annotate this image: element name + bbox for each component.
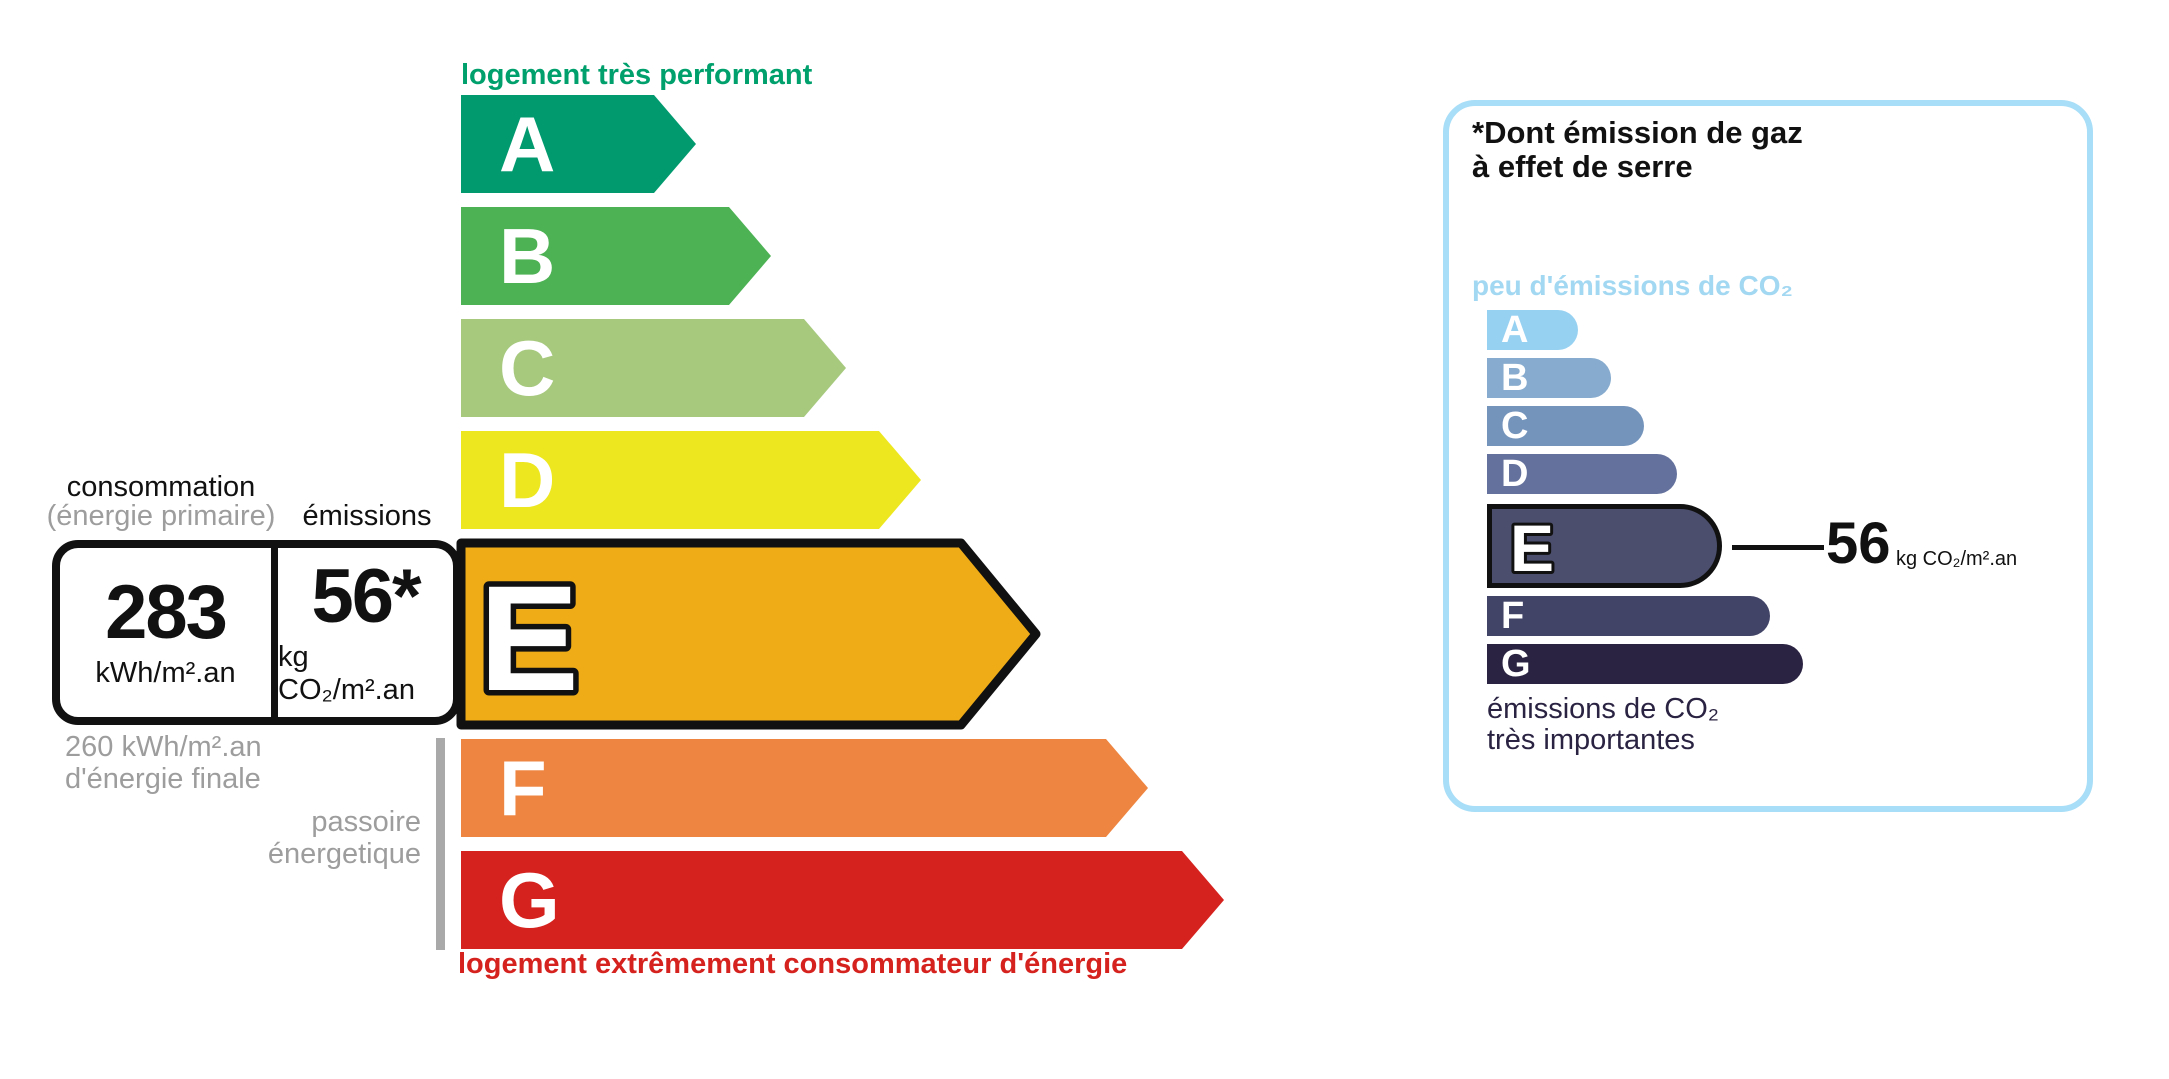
energy-sieve-line2: énergetique — [267, 838, 421, 870]
co2-class-letter-C: C — [1501, 405, 1529, 447]
co2-caption-high-line2: très importantes — [1487, 724, 1695, 756]
consumption-cell: 283 kWh/m².an — [60, 548, 271, 717]
co2-callout-line — [1732, 545, 1824, 550]
co2-class-letter-E: E — [1510, 511, 1554, 585]
energy-class-bar-B: B — [461, 207, 771, 305]
co2-class-bar-B: B — [1487, 358, 1611, 398]
co2-class-bar-E: E — [1487, 504, 1722, 588]
co2-class-letter-A: A — [1501, 309, 1529, 351]
energy-sieve-label: passoire énergetique — [180, 806, 421, 870]
co2-class-letter-G: G — [1501, 643, 1531, 685]
emissions-cell: 56* kg CO₂/m².an — [278, 548, 453, 717]
co2-class-letter-D: D — [1501, 453, 1529, 495]
final-energy-note: 260 kWh/m².an d'énergie finale — [65, 731, 262, 795]
label-primary-energy: (énergie primaire) — [46, 500, 276, 532]
co2-selected-letter-wrap: E — [1507, 508, 1557, 588]
final-energy-line2: d'énergie finale — [65, 763, 261, 795]
co2-class-bar-A: A — [1487, 310, 1578, 350]
emissions-value: 56* — [311, 553, 421, 639]
energy-class-letter-C: C — [499, 324, 556, 412]
co2-title-line1: *Dont émission de gaz — [1472, 115, 1803, 150]
co2-caption-high-line1: émissions de CO₂ — [1487, 693, 1720, 725]
energy-sieve-line1: passoire — [311, 806, 421, 838]
energy-class-bar-A: A — [461, 95, 696, 193]
co2-class-letter-F: F — [1501, 595, 1525, 637]
energy-sieve-rule — [436, 738, 445, 950]
energy-class-bar-C: C — [461, 319, 846, 417]
co2-class-bar-F: F — [1487, 596, 1770, 636]
co2-caption-high: émissions de CO₂ très importantes — [1487, 694, 1719, 756]
label-emissions: émissions — [302, 500, 432, 532]
energy-class-letter-A: A — [499, 100, 556, 188]
co2-panel-title: *Dont émission de gaz à effet de serre — [1472, 116, 1803, 184]
energy-class-bar-G: G — [461, 851, 1224, 949]
co2-caption-low: peu d'émissions de CO₂ — [1472, 270, 1793, 301]
energy-class-bar-F: F — [461, 739, 1148, 837]
consumption-value: 283 — [105, 570, 228, 655]
co2-callout-unit: kg CO₂/m².an — [1896, 548, 2018, 570]
energy-class-letter-F: F — [499, 744, 547, 832]
co2-callout-value: 56 — [1826, 511, 1891, 576]
readout-divider — [271, 548, 278, 717]
readout-box: 283 kWh/m².an 56* kg CO₂/m².an — [52, 540, 461, 725]
co2-class-bar-C: C — [1487, 406, 1644, 446]
co2-class-bar-D: D — [1487, 454, 1677, 494]
energy-class-letter-B: B — [499, 212, 556, 300]
consumption-unit: kWh/m².an — [95, 657, 236, 689]
caption-extreme-consumer: logement extrêmement consommateur d'éner… — [458, 948, 1128, 980]
final-energy-line1: 260 kWh/m².an — [65, 731, 262, 763]
energy-class-bar-E-selected: E — [456, 538, 1041, 730]
co2-class-bar-G: G — [1487, 644, 1803, 684]
label-consumption: consommation — [66, 471, 256, 503]
energy-class-letter-G: G — [499, 856, 560, 944]
energy-class-bar-D: D — [461, 431, 921, 529]
co2-title-line2: à effet de serre — [1472, 149, 1693, 184]
energy-class-letter-D: D — [499, 436, 556, 524]
emissions-unit: kg CO₂/m².an — [278, 640, 415, 706]
energy-class-letter-E: E — [479, 554, 579, 722]
co2-class-letter-B: B — [1501, 357, 1529, 399]
caption-very-performant: logement très performant — [461, 59, 813, 91]
